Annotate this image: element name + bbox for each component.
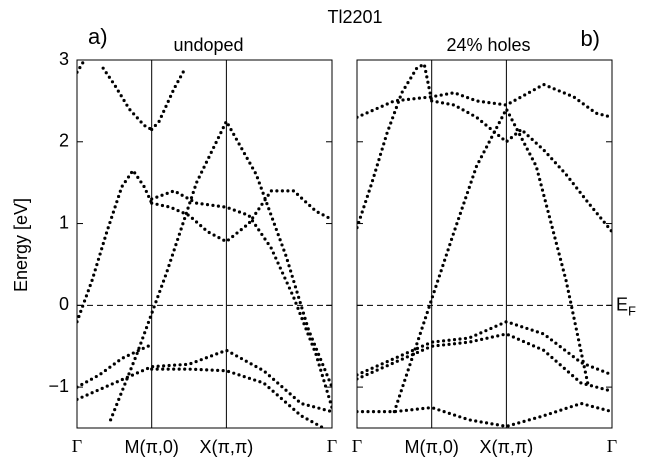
panel-title: undoped — [173, 35, 243, 55]
panel-label: b) — [580, 26, 600, 51]
band — [357, 401, 612, 428]
band — [357, 61, 434, 230]
band — [430, 99, 612, 234]
y-tick-label: 0 — [59, 294, 69, 314]
band — [109, 117, 332, 422]
band — [150, 367, 326, 428]
band — [357, 332, 612, 393]
x-tick-label: Γ — [352, 436, 362, 456]
x-tick-label: Γ — [607, 436, 617, 456]
band — [77, 348, 332, 414]
band — [392, 105, 591, 414]
y-tick-label: 3 — [59, 49, 69, 69]
x-tick-label: X(π,π) — [199, 437, 253, 457]
plot-frame — [76, 59, 333, 429]
band — [101, 66, 154, 132]
bands — [77, 60, 332, 428]
x-tick-label: Γ — [72, 436, 82, 456]
band — [77, 167, 154, 324]
panel-label: a) — [88, 24, 108, 49]
panel-title: 24% holes — [446, 35, 530, 55]
fermi-label: EF — [616, 294, 636, 319]
fermi-label-sub: F — [628, 304, 636, 319]
figure-title: Tl2201 — [327, 7, 382, 27]
x-tick-label: X(π,π) — [479, 437, 533, 457]
plot-frame — [356, 59, 613, 429]
band — [357, 319, 612, 377]
bands — [357, 61, 612, 428]
x-tick-label: Γ — [327, 436, 337, 456]
y-tick-label: 1 — [59, 212, 69, 232]
band — [150, 66, 187, 132]
y-tick-label: 2 — [59, 131, 69, 151]
band — [77, 342, 154, 389]
band — [150, 189, 332, 244]
band — [150, 189, 332, 410]
x-tick-label: M(π,0) — [404, 437, 458, 457]
y-axis-label: Energy [eV] — [11, 198, 31, 292]
fermi-label-main: E — [616, 294, 628, 314]
y-tick-label: −1 — [48, 376, 69, 396]
band — [357, 82, 612, 119]
x-tick-label: M(π,0) — [124, 437, 178, 457]
band — [77, 60, 87, 74]
